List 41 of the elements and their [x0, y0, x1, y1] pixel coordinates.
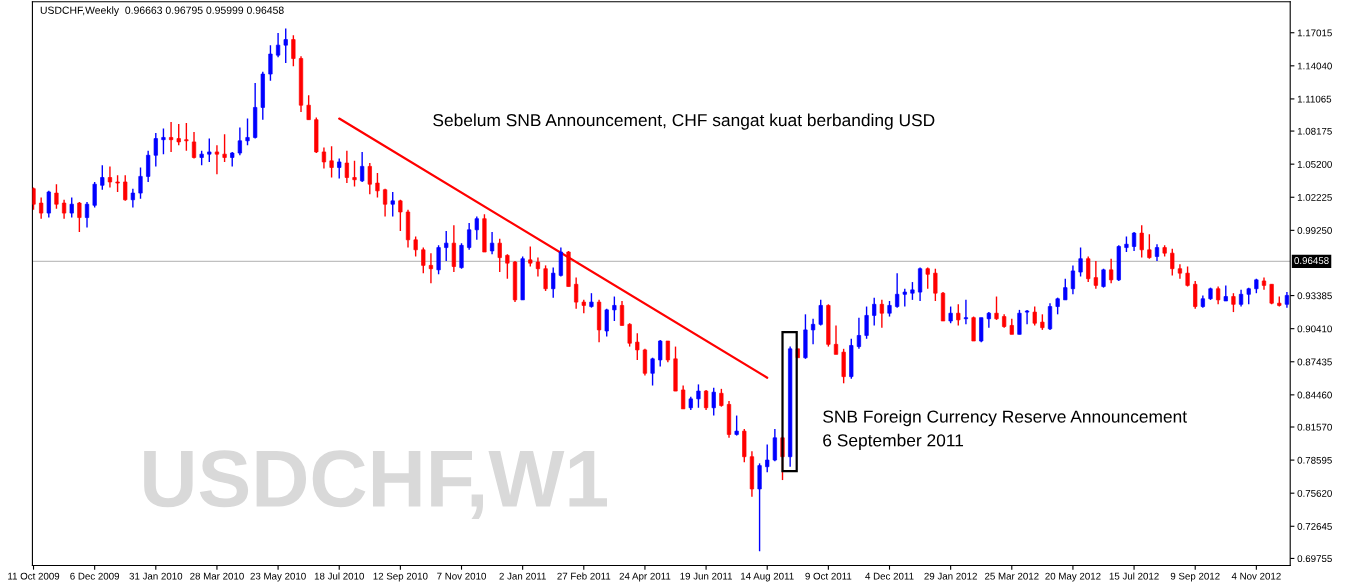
x-tick-label: 23 May 2010	[250, 572, 306, 582]
x-tick-label: 11 Oct 2009	[8, 572, 60, 580]
y-tick-label: 1.14040	[1297, 62, 1332, 70]
x-tick-label: 31 Jan 2010	[129, 572, 183, 580]
x-tick-label: 29 Jan 2012	[924, 572, 977, 580]
y-tick-label: 0.69755	[1297, 555, 1332, 563]
x-tick-label: 14 Aug 2011	[741, 572, 794, 582]
x-tick-label: 20 May 2012	[1045, 572, 1101, 582]
y-tick-label: 0.90410	[1297, 325, 1332, 333]
annotation: Sebelum SNB Announcement, CHF sangat kuat berbanding USD	[433, 113, 935, 130]
x-tick-label: 4 Nov 2012	[1231, 572, 1281, 580]
x-tick-label: 19 Jun 2011	[680, 572, 733, 580]
y-tick-label: 0.81570	[1297, 423, 1332, 431]
y-tick-label: 0.78595	[1297, 456, 1332, 464]
x-tick-label: 15 Jul 2012	[1109, 572, 1159, 580]
x-tick-label: 27 Feb 2011	[557, 572, 611, 580]
x-tick-label: 4 Dec 2011	[865, 572, 914, 580]
y-tick-label: 1.08175	[1297, 127, 1332, 135]
y-tick-label: 0.93385	[1297, 292, 1332, 300]
chart-title: USDCHF,Weekly 0.96663 0.96795 0.95999 0.96458	[40, 6, 284, 16]
y-tick-label: 0.87435	[1297, 358, 1332, 366]
x-tick-label: 6 Dec 2009	[70, 572, 120, 580]
x-tick-label: 12 Sep 2010	[373, 572, 428, 582]
y-tick-label: 1.11065	[1297, 95, 1332, 103]
y-tick-label: 1.05200	[1297, 160, 1332, 168]
x-tick-label: 2 Jan 2011	[499, 572, 546, 580]
x-tick-label: 9 Sep 2012	[1170, 572, 1220, 582]
y-tick-label: 0.84460	[1297, 391, 1332, 399]
annotation: SNB Foreign Currency Reserve Announcement 6 September 2011	[823, 410, 1187, 450]
y-tick-label: 1.17015	[1297, 29, 1332, 37]
ref-line-label: 0.96458	[1294, 257, 1329, 265]
x-tick-label: 25 Mar 2012	[984, 572, 1039, 580]
x-tick-label: 9 Oct 2011	[805, 572, 852, 580]
x-tick-label: 18 Jul 2010	[314, 572, 364, 580]
y-tick-label: 1.02225	[1297, 193, 1332, 201]
y-tick-label: 0.75620	[1297, 489, 1332, 497]
x-tick-label: 7 Nov 2010	[437, 572, 486, 580]
y-tick-label: 0.99250	[1297, 227, 1332, 234]
x-tick-label: 28 Mar 2010	[190, 572, 244, 580]
y-tick-label: 0.72645	[1297, 523, 1332, 530]
x-tick-label: 24 Apr 2011	[619, 572, 671, 582]
